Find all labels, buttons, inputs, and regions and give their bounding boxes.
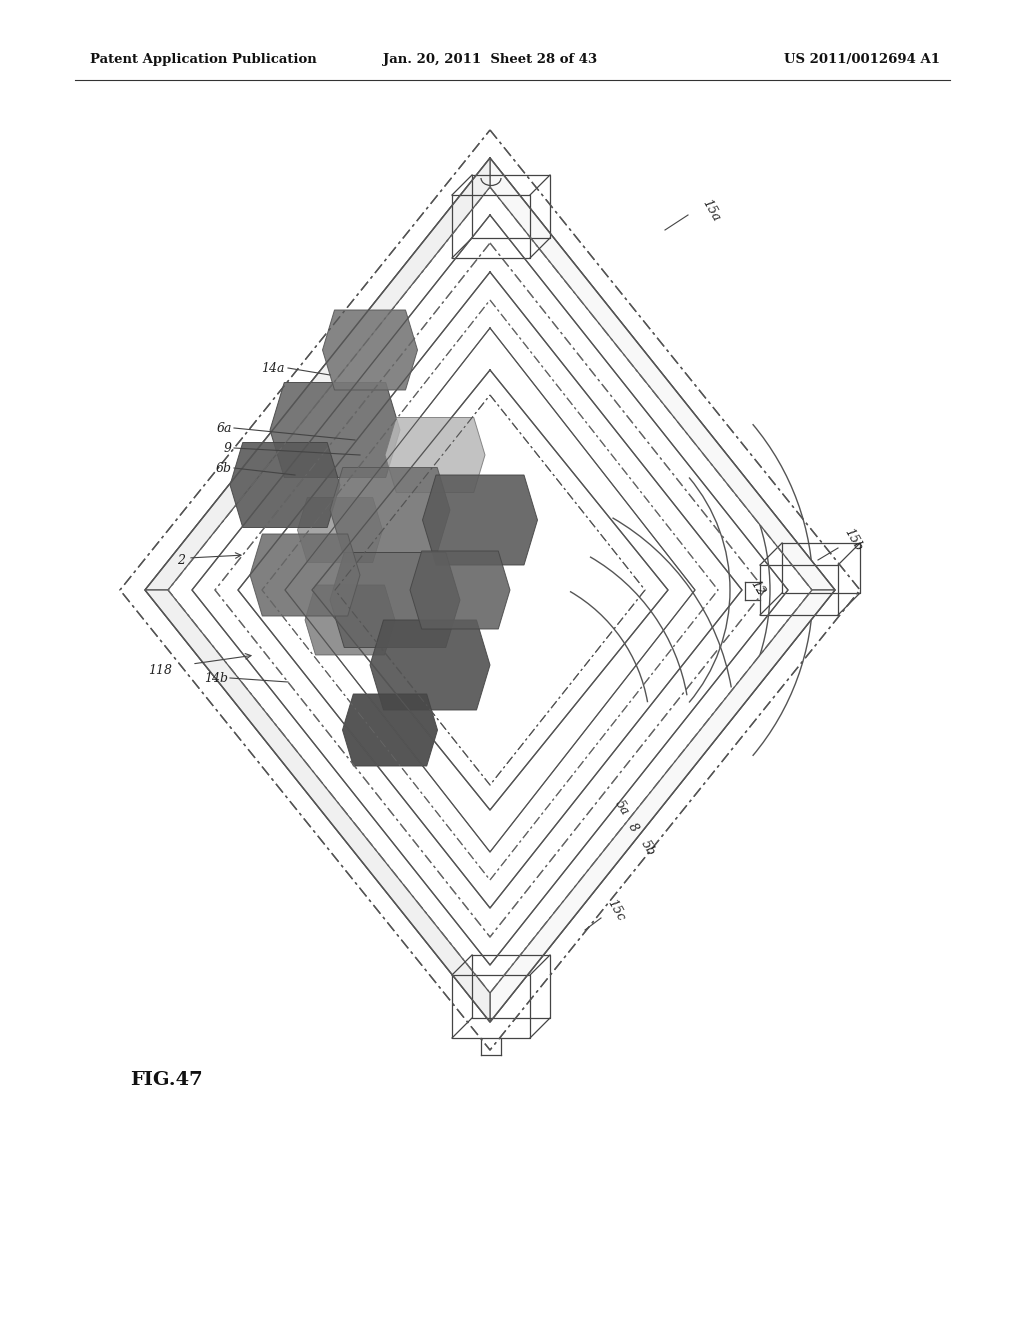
Polygon shape	[370, 620, 490, 710]
Text: 15c: 15c	[605, 896, 628, 923]
Text: 2: 2	[177, 553, 185, 566]
Polygon shape	[423, 475, 538, 565]
Polygon shape	[410, 550, 510, 630]
Polygon shape	[230, 442, 340, 528]
Text: Patent Application Publication: Patent Application Publication	[90, 54, 316, 66]
Text: 5b: 5b	[638, 838, 657, 858]
Text: 9: 9	[224, 441, 232, 454]
Polygon shape	[298, 498, 383, 562]
Polygon shape	[145, 158, 490, 590]
Text: Jan. 20, 2011  Sheet 28 of 43: Jan. 20, 2011 Sheet 28 of 43	[383, 54, 597, 66]
Text: 15b: 15b	[842, 527, 865, 553]
Polygon shape	[323, 310, 418, 389]
Text: FIG.47: FIG.47	[130, 1071, 203, 1089]
Text: 15a: 15a	[700, 197, 723, 223]
Text: 8: 8	[625, 821, 640, 834]
Polygon shape	[270, 383, 400, 478]
Text: 14b: 14b	[204, 672, 228, 685]
Text: 14a: 14a	[261, 362, 285, 375]
Text: US 2011/0012694 A1: US 2011/0012694 A1	[784, 54, 940, 66]
Text: 5a: 5a	[612, 799, 631, 818]
Polygon shape	[250, 535, 360, 616]
Text: 12: 12	[748, 578, 768, 598]
Text: 6b: 6b	[216, 462, 232, 474]
Polygon shape	[490, 158, 835, 590]
Text: 118: 118	[148, 664, 172, 676]
Polygon shape	[385, 417, 485, 492]
Polygon shape	[490, 590, 835, 1022]
Polygon shape	[305, 585, 395, 655]
Polygon shape	[342, 694, 437, 766]
Polygon shape	[145, 590, 490, 1022]
Polygon shape	[330, 467, 450, 553]
Text: 6a: 6a	[216, 421, 232, 434]
Polygon shape	[330, 553, 460, 648]
